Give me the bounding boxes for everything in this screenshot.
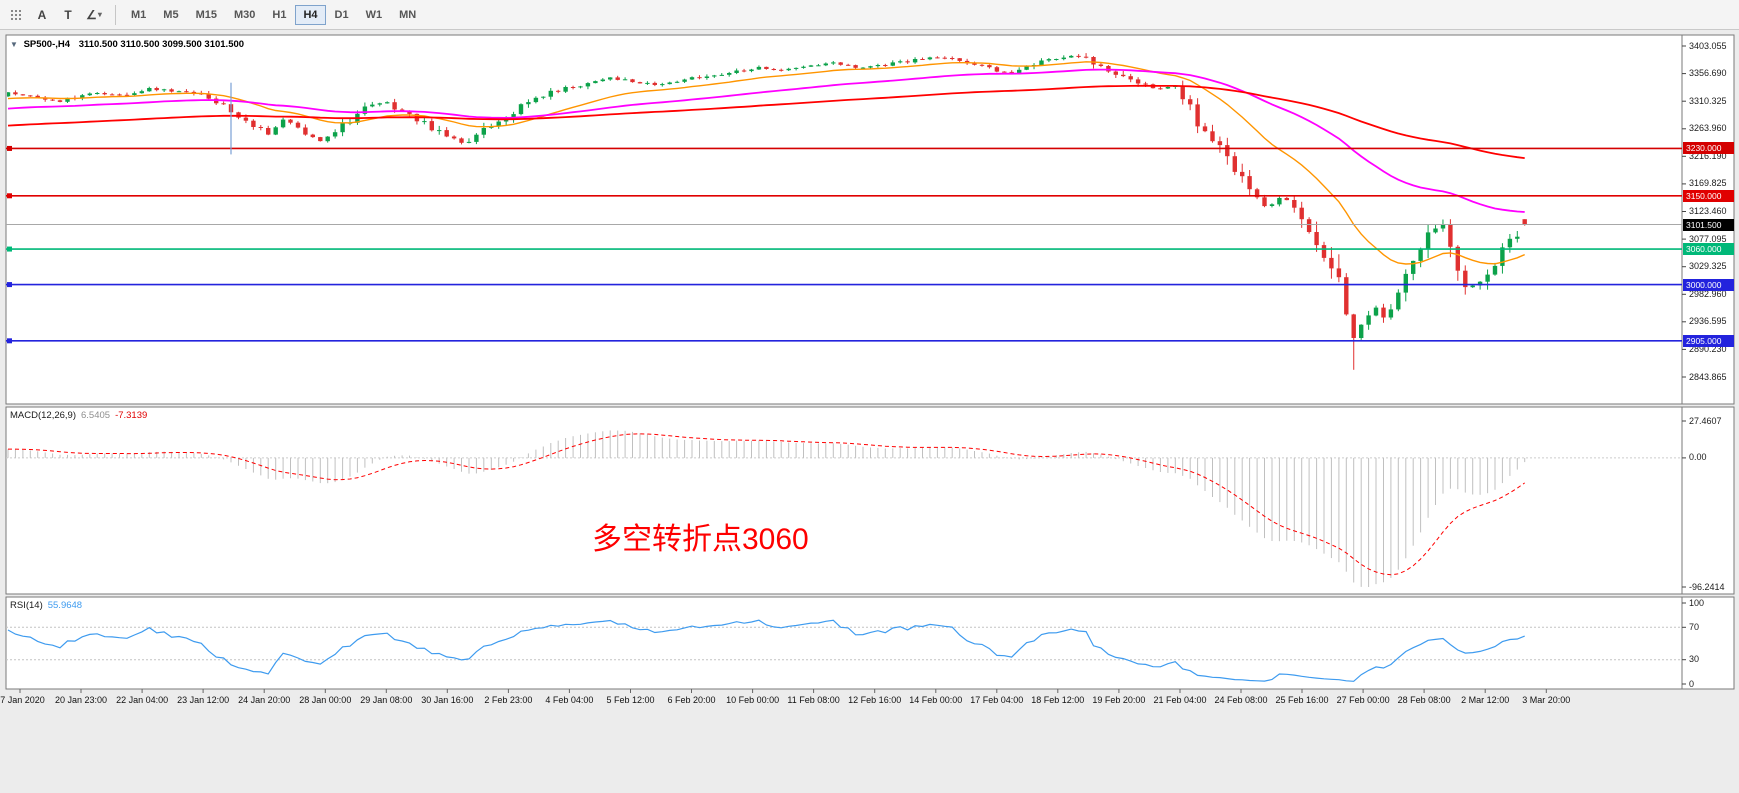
macd-histogram (7, 430, 1526, 587)
shapes-tool-button[interactable]: ∠ ▾ (82, 4, 106, 26)
timeframe-mn[interactable]: MN (391, 5, 424, 25)
macd-signal-line (8, 433, 1525, 576)
grid-dots-icon (11, 9, 21, 20)
timeframe-m1[interactable]: M1 (123, 5, 154, 25)
timeframe-d1[interactable]: D1 (327, 5, 357, 25)
timeframe-m15[interactable]: M15 (188, 5, 225, 25)
candles-layer (7, 53, 1527, 370)
timeframe-m5[interactable]: M5 (155, 5, 186, 25)
ma_mid-moving-average-line (7, 68, 1525, 213)
hline-handle-3000[interactable] (7, 282, 12, 288)
crosshair-grid-tool-button[interactable] (4, 4, 28, 26)
timeframe-m30[interactable]: M30 (226, 5, 263, 25)
timeframe-h4[interactable]: H4 (295, 4, 326, 25)
ma_fast-moving-average-line (7, 61, 1525, 265)
hline-handle-3150[interactable] (7, 193, 12, 199)
hline-handle-3230[interactable] (7, 145, 12, 151)
ma_slow-moving-average-line (7, 84, 1525, 159)
timeframe-group: M1 M5 M15 M30 H1 H4 D1 W1 MN (123, 4, 424, 25)
hline-handle-2905[interactable] (7, 338, 12, 344)
angle-shape-icon: ∠ (86, 7, 97, 22)
chevron-down-icon: ▾ (97, 10, 102, 19)
rsi-line (7, 619, 1525, 682)
price-axis[interactable] (1682, 35, 1734, 689)
hline-handle-3060[interactable] (7, 246, 12, 252)
time-axis[interactable] (6, 690, 1734, 712)
text-label-tool-button[interactable]: A (30, 4, 54, 26)
toolbar-separator (115, 4, 116, 25)
timeframe-w1[interactable]: W1 (358, 5, 391, 25)
cursor-text-tool-button[interactable]: T (56, 4, 80, 26)
timeframe-h1[interactable]: H1 (264, 5, 294, 25)
toolbar: A T ∠ ▾ M1 M5 M15 M30 H1 H4 D1 W1 MN (0, 0, 1739, 30)
